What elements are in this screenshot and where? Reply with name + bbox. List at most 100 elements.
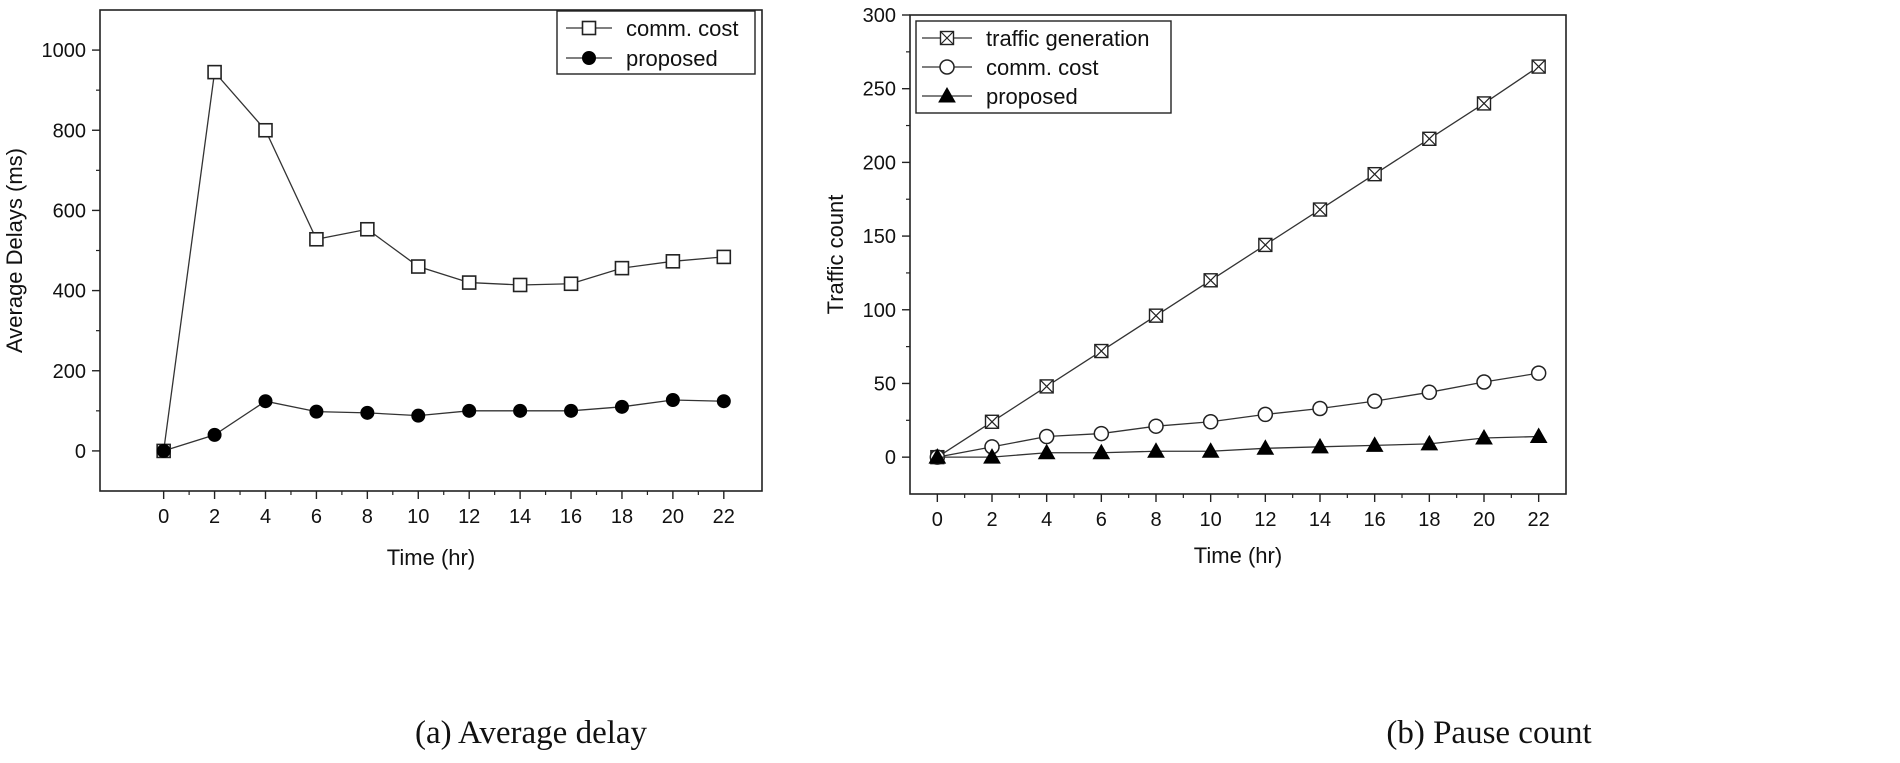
- legend-marker: [938, 86, 956, 103]
- series-traffic-generation: [930, 59, 1546, 465]
- chart-average-delay: 0 2 4 6 8 10 12 14 16 18 20 22 0 200 400 600 800 1000 Time…: [2, 9, 763, 570]
- data-point: [1367, 166, 1382, 182]
- data-point: [1365, 436, 1384, 452]
- data-point: [207, 427, 222, 442]
- y-tick-label: 100: [863, 300, 896, 322]
- data-point: [410, 259, 426, 274]
- legend-marker: [939, 59, 955, 75]
- y-tick-label: 800: [53, 120, 86, 142]
- data-point: [564, 403, 579, 418]
- series-proposed: [928, 427, 1548, 464]
- data-point: [1420, 434, 1439, 451]
- data-point: [1037, 443, 1056, 460]
- y-axis-title: Average Delays (ms): [2, 148, 27, 353]
- y-tick-label: 0: [75, 441, 86, 463]
- data-point: [1256, 439, 1275, 455]
- x-tick-label: 12: [1254, 509, 1276, 531]
- x-tick-label: 16: [560, 506, 582, 528]
- y-tick-label: 1000: [42, 40, 87, 62]
- data-point: [156, 443, 171, 458]
- chart-traffic-count: 0 2 4 6 8 10 12 14 16 18 20 22 0 50 100 150 200 250 300 Tim…: [823, 5, 1567, 568]
- data-point: [1202, 414, 1219, 430]
- x-tick-label: 22: [1528, 509, 1550, 531]
- legend: traffic generation comm. cost proposed: [915, 20, 1172, 114]
- legend-label: comm. cost: [626, 16, 738, 41]
- data-point: [665, 393, 680, 408]
- x-tick-label: 0: [158, 506, 169, 528]
- data-point: [1530, 365, 1547, 381]
- data-point: [258, 122, 273, 138]
- data-point: [1529, 427, 1548, 444]
- x-tick-label: 2: [986, 509, 997, 531]
- plot-frame: [99, 9, 763, 492]
- data-point: [1203, 273, 1218, 288]
- data-point: [1201, 442, 1220, 458]
- y-tick-label: 0: [885, 447, 896, 469]
- y-tick-label: 600: [53, 200, 86, 222]
- legend-marker: [582, 51, 596, 65]
- data-point: [1094, 343, 1109, 359]
- data-point: [1531, 59, 1546, 74]
- data-point: [1312, 202, 1328, 217]
- x-axis-title: Time (hr): [387, 545, 475, 570]
- data-point: [309, 231, 324, 247]
- series-proposed: [156, 393, 731, 458]
- x-tick-label: 4: [1041, 509, 1052, 531]
- data-point: [1148, 308, 1164, 323]
- data-point: [360, 405, 375, 420]
- data-point-cross: [1367, 167, 1382, 182]
- data-point: [462, 403, 477, 418]
- data-point-cross: [1422, 131, 1437, 146]
- x-tick-label: 10: [407, 506, 429, 528]
- y-tick-label: 150: [863, 226, 896, 248]
- data-point: [1093, 425, 1110, 442]
- data-point: [309, 404, 324, 419]
- data-point: [614, 399, 629, 414]
- series-line: [163, 399, 724, 452]
- data-point: [614, 260, 630, 276]
- data-point: [1257, 406, 1274, 423]
- x-tick-label: 12: [458, 506, 480, 528]
- data-point-cross: [1477, 96, 1491, 111]
- data-point: [360, 221, 375, 237]
- x-tick-label: 16: [1364, 509, 1386, 531]
- x-tick-label: 8: [362, 506, 373, 528]
- y-axis-title: Traffic count: [823, 195, 848, 315]
- x-axis-title: Time (hr): [1194, 543, 1282, 568]
- caption-a: (a) Average delay: [415, 715, 648, 751]
- legend-label: proposed: [626, 46, 718, 71]
- y-tick-label: 250: [863, 79, 896, 101]
- data-point-cross: [1203, 273, 1218, 288]
- data-point: [512, 277, 528, 293]
- x-tick-label: 10: [1200, 509, 1222, 531]
- series-line: [937, 372, 1539, 458]
- data-point: [665, 254, 681, 269]
- data-point: [563, 276, 579, 292]
- data-point: [1312, 400, 1328, 417]
- data-point: [1366, 393, 1383, 409]
- data-point: [1476, 96, 1492, 111]
- legend: comm. cost proposed: [556, 10, 756, 75]
- data-point: [716, 394, 731, 409]
- data-point: [513, 403, 528, 418]
- y-tick-label: 400: [53, 281, 86, 303]
- series-line: [163, 70, 724, 452]
- data-point: [716, 249, 732, 265]
- data-point-cross: [1258, 237, 1273, 252]
- series-line: [936, 66, 1540, 458]
- x-tick-label: 2: [209, 506, 220, 528]
- data-point: [1258, 237, 1273, 253]
- data-point: [1147, 442, 1165, 458]
- data-point: [928, 448, 947, 464]
- data-point: [207, 64, 222, 80]
- x-tick-label: 4: [260, 506, 271, 528]
- y-tick-label: 200: [863, 152, 896, 174]
- x-tick-label: 14: [1309, 509, 1331, 531]
- data-point: [461, 275, 477, 290]
- data-point-cross: [985, 414, 999, 429]
- x-tick-label: 18: [1418, 509, 1440, 531]
- x-tick-label: 14: [509, 506, 531, 528]
- y-tick-label: 200: [53, 361, 86, 383]
- legend-label: proposed: [986, 84, 1078, 109]
